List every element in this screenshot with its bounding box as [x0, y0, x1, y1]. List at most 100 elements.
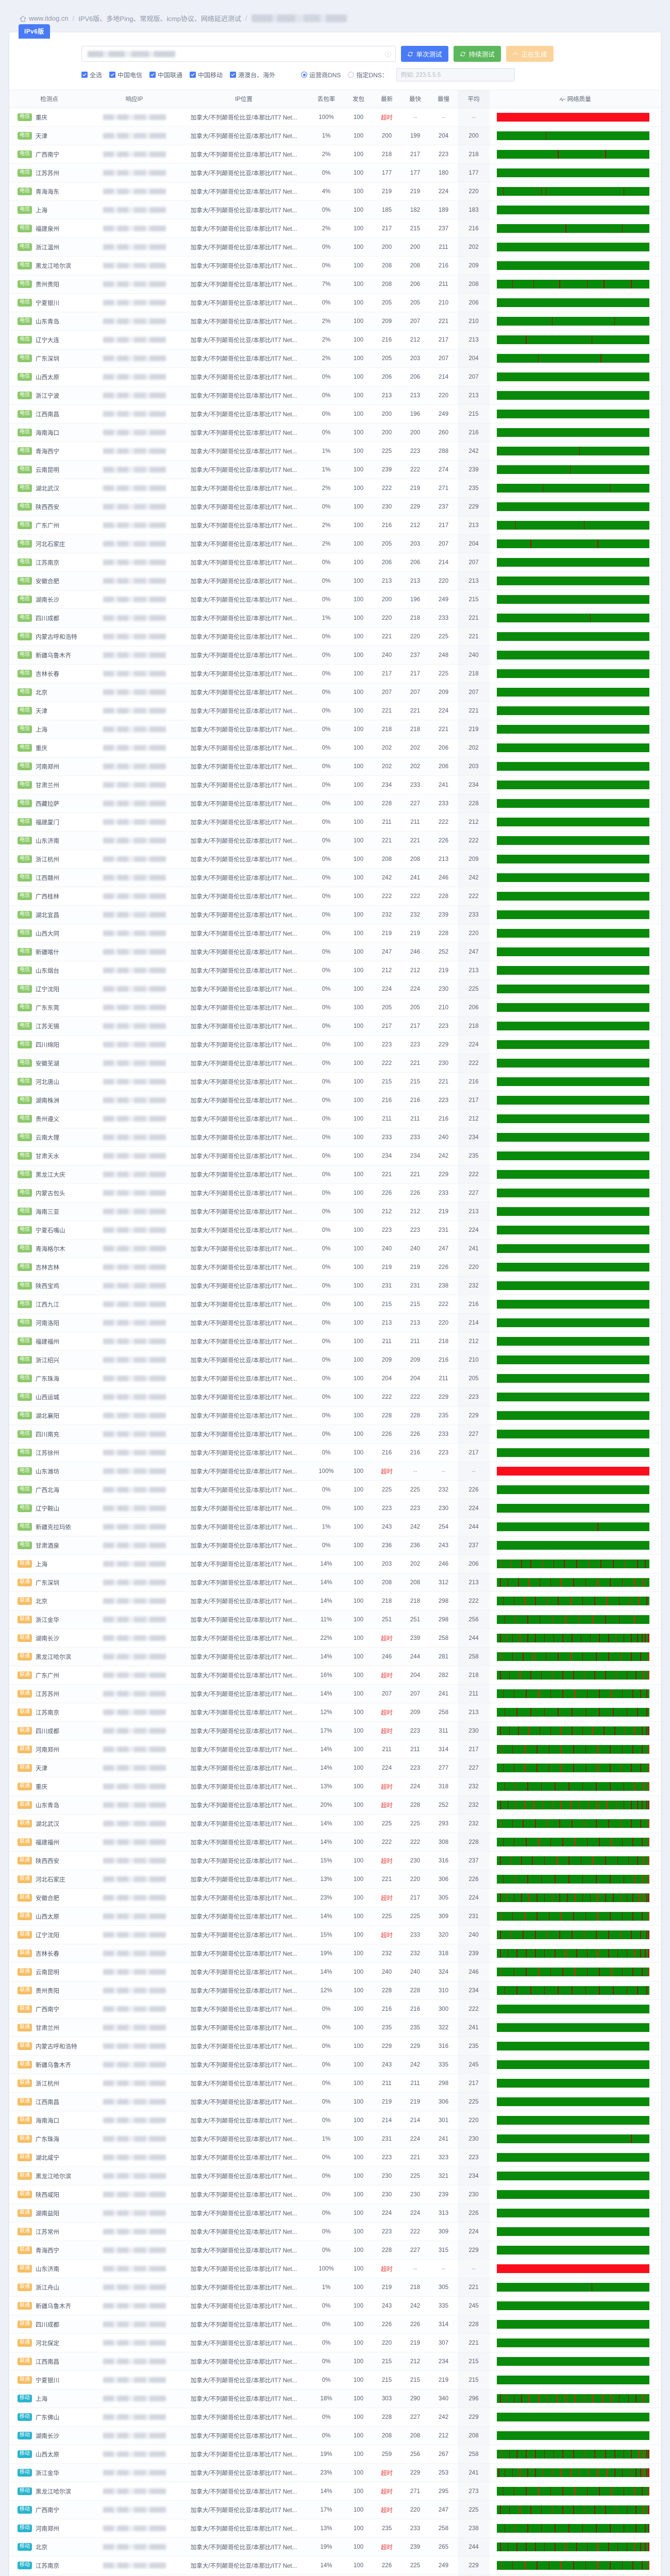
- table-row[interactable]: 电信 新疆喀什 加拿大/不列颠哥伦比亚/本那比/IT7 Net... 0% 100 247…: [9, 942, 661, 961]
- table-row[interactable]: 电信 甘肃酒泉 加拿大/不列颠哥伦比亚/本那比/IT7 Net... 0% 100 236…: [9, 1536, 661, 1555]
- table-row[interactable]: 电信 江苏徐州 加拿大/不列颠哥伦比亚/本那比/IT7 Net... 0% 100 216…: [9, 1443, 661, 1462]
- table-row[interactable]: 电信 吉林长春 加拿大/不列颠哥伦比亚/本那比/IT7 Net... 0% 100 217…: [9, 664, 661, 683]
- col-network-quality[interactable]: 网络质量: [490, 90, 661, 108]
- table-row[interactable]: 电信 山东烟台 加拿大/不列颠哥伦比亚/本那比/IT7 Net... 0% 100 212…: [9, 961, 661, 980]
- search-input[interactable]: [81, 46, 396, 62]
- table-row[interactable]: 移动 山西太原 加拿大/不列颠哥伦比亚/本那比/IT7 Net... 19% 100 25…: [9, 2445, 661, 2464]
- table-row[interactable]: 电信 云南大理 加拿大/不列颠哥伦比亚/本那比/IT7 Net... 0% 100 233…: [9, 1128, 661, 1147]
- table-row[interactable]: 联通 山东青岛 加拿大/不列颠哥伦比亚/本那比/IT7 Net... 20% 100 超时…: [9, 1795, 661, 1815]
- table-row[interactable]: 电信 江西九江 加拿大/不列颠哥伦比亚/本那比/IT7 Net... 0% 100 215…: [9, 1295, 661, 1314]
- table-row[interactable]: 电信 广东广州 加拿大/不列颠哥伦比亚/本那比/IT7 Net... 2% 100 216…: [9, 516, 661, 535]
- table-row[interactable]: 联通 内蒙古呼和浩特 加拿大/不列颠哥伦比亚/本那比/IT7 Net... 0% 100…: [9, 2037, 661, 2056]
- table-row[interactable]: 联通 广西南宁 加拿大/不列颠哥伦比亚/本那比/IT7 Net... 0% 100 216…: [9, 1999, 661, 2019]
- col-slowest[interactable]: 最慢: [429, 90, 458, 108]
- table-row[interactable]: 联通 福建福州 加拿大/不列颠哥伦比亚/本那比/IT7 Net... 14% 100 22…: [9, 1833, 661, 1852]
- table-row[interactable]: 联通 辽宁沈阳 加拿大/不列颠哥伦比亚/本那比/IT7 Net... 15% 100 超时…: [9, 1925, 661, 1944]
- table-row[interactable]: 移动 黑龙江哈尔滨 加拿大/不列颠哥伦比亚/本那比/IT7 Net... 14% 100…: [9, 2482, 661, 2501]
- table-row[interactable]: 联通 上海 加拿大/不列颠哥伦比亚/本那比/IT7 Net... 14% 100 203 2…: [9, 1554, 661, 1573]
- clear-icon[interactable]: [384, 50, 391, 57]
- table-row[interactable]: 电信 河南郑州 加拿大/不列颠哥伦比亚/本那比/IT7 Net... 0% 100 202…: [9, 757, 661, 776]
- table-row[interactable]: 电信 吉林吉林 加拿大/不列颠哥伦比亚/本那比/IT7 Net... 0% 100 219…: [9, 1258, 661, 1277]
- table-row[interactable]: 电信 河南洛阳 加拿大/不列颠哥伦比亚/本那比/IT7 Net... 0% 100 213…: [9, 1313, 661, 1332]
- col-fastest[interactable]: 最快: [401, 90, 429, 108]
- table-row[interactable]: 联通 江西南昌 加拿大/不列颠哥伦比亚/本那比/IT7 Net... 0% 100 219…: [9, 2092, 661, 2111]
- radio-custom-dns[interactable]: 指定DNS：: [348, 71, 388, 79]
- col-loss-rate[interactable]: 丢包率: [308, 90, 344, 108]
- table-row[interactable]: 电信 福建福州 加拿大/不列颠哥伦比亚/本那比/IT7 Net... 0% 100 211…: [9, 1332, 661, 1351]
- table-row[interactable]: 移动 上海 加拿大/不列颠哥伦比亚/本那比/IT7 Net... 18% 100 303 2…: [9, 2389, 661, 2408]
- table-row[interactable]: 电信 广西北海 加拿大/不列颠哥伦比亚/本那比/IT7 Net... 0% 100 225…: [9, 1480, 661, 1499]
- table-row[interactable]: 电信 北京 加拿大/不列颠哥伦比亚/本那比/IT7 Net... 0% 100 207 20…: [9, 683, 661, 702]
- table-row[interactable]: 电信 河北唐山 加拿大/不列颠哥伦比亚/本那比/IT7 Net... 0% 100 215…: [9, 1072, 661, 1091]
- table-row[interactable]: 联通 四川成都 加拿大/不列颠哥伦比亚/本那比/IT7 Net... 17% 100 超时…: [9, 1721, 661, 1740]
- table-row[interactable]: 电信 贵州遵义 加拿大/不列颠哥伦比亚/本那比/IT7 Net... 0% 100 211…: [9, 1109, 661, 1128]
- table-row[interactable]: 电信 宁夏石嘴山 加拿大/不列颠哥伦比亚/本那比/IT7 Net... 0% 100 22…: [9, 1221, 661, 1240]
- table-row[interactable]: 电信 山东青岛 加拿大/不列颠哥伦比亚/本那比/IT7 Net... 2% 100 209…: [9, 312, 661, 331]
- table-row[interactable]: 电信 上海 加拿大/不列颠哥伦比亚/本那比/IT7 Net... 0% 100 218 21…: [9, 720, 661, 739]
- table-row[interactable]: 联通 青海西宁 加拿大/不列颠哥伦比亚/本那比/IT7 Net... 0% 100 228…: [9, 2241, 661, 2260]
- table-row[interactable]: 联通 河北石家庄 加拿大/不列颠哥伦比亚/本那比/IT7 Net... 13% 100 2…: [9, 1870, 661, 1889]
- table-row[interactable]: 电信 贵州贵阳 加拿大/不列颠哥伦比亚/本那比/IT7 Net... 7% 100 208…: [9, 275, 661, 294]
- table-row[interactable]: 电信 新疆克拉玛依 加拿大/不列颠哥伦比亚/本那比/IT7 Net... 1% 100 2…: [9, 1517, 661, 1536]
- checkbox-telecom[interactable]: 中国电信: [109, 71, 142, 79]
- table-row[interactable]: 移动 湖南长沙 加拿大/不列颠哥伦比亚/本那比/IT7 Net... 0% 100 208…: [9, 2426, 661, 2445]
- table-row[interactable]: 联通 天津 加拿大/不列颠哥伦比亚/本那比/IT7 Net... 14% 100 224 2…: [9, 1758, 661, 1777]
- table-row[interactable]: 电信 江苏无锡 加拿大/不列颠哥伦比亚/本那比/IT7 Net... 0% 100 217…: [9, 1016, 661, 1036]
- col-node[interactable]: 检测点: [9, 90, 89, 108]
- table-row[interactable]: 电信 四川南充 加拿大/不列颠哥伦比亚/本那比/IT7 Net... 0% 100 226…: [9, 1425, 661, 1444]
- table-row[interactable]: 电信 广东深圳 加拿大/不列颠哥伦比亚/本那比/IT7 Net... 2% 100 205…: [9, 349, 661, 368]
- table-row[interactable]: 联通 重庆 加拿大/不列颠哥伦比亚/本那比/IT7 Net... 13% 100 超时 22…: [9, 1777, 661, 1796]
- table-row[interactable]: 电信 宁夏银川 加拿大/不列颠哥伦比亚/本那比/IT7 Net... 0% 100 205…: [9, 293, 661, 312]
- table-row[interactable]: 联通 陕西西安 加拿大/不列颠哥伦比亚/本那比/IT7 Net... 15% 100 超时…: [9, 1851, 661, 1870]
- col-ip-location[interactable]: IP位置: [179, 90, 308, 108]
- table-row[interactable]: 电信 新疆乌鲁木齐 加拿大/不列颠哥伦比亚/本那比/IT7 Net... 0% 100 2…: [9, 646, 661, 665]
- table-row[interactable]: 电信 海南三亚 加拿大/不列颠哥伦比亚/本那比/IT7 Net... 0% 100 212…: [9, 1202, 661, 1221]
- table-row[interactable]: 联通 广东珠海 加拿大/不列颠哥伦比亚/本那比/IT7 Net... 1% 100 231…: [9, 2129, 661, 2148]
- table-row[interactable]: 联通 北京 加拿大/不列颠哥伦比亚/本那比/IT7 Net... 14% 100 218 2…: [9, 1591, 661, 1611]
- table-row[interactable]: 电信 湖南株洲 加拿大/不列颠哥伦比亚/本那比/IT7 Net... 0% 100 216…: [9, 1091, 661, 1110]
- table-row[interactable]: 电信 重庆 加拿大/不列颠哥伦比亚/本那比/IT7 Net... 100% 100 超时 -…: [9, 108, 661, 127]
- table-row[interactable]: 电信 甘肃兰州 加拿大/不列颠哥伦比亚/本那比/IT7 Net... 0% 100 234…: [9, 775, 661, 794]
- dns-input[interactable]: 例如: 223.5.5.5: [396, 68, 515, 81]
- table-row[interactable]: 电信 四川成都 加拿大/不列颠哥伦比亚/本那比/IT7 Net... 1% 100 220…: [9, 608, 661, 628]
- table-row[interactable]: 电信 上海 加拿大/不列颠哥伦比亚/本那比/IT7 Net... 0% 100 185 18…: [9, 200, 661, 219]
- table-row[interactable]: 联通 贵州贵阳 加拿大/不列颠哥伦比亚/本那比/IT7 Net... 12% 100 22…: [9, 1981, 661, 2000]
- table-row[interactable]: 电信 黑龙江哈尔滨 加拿大/不列颠哥伦比亚/本那比/IT7 Net... 0% 100 2…: [9, 256, 661, 275]
- table-row[interactable]: 电信 甘肃天水 加拿大/不列颠哥伦比亚/本那比/IT7 Net... 0% 100 234…: [9, 1146, 661, 1165]
- table-row[interactable]: 电信 青海海东 加拿大/不列颠哥伦比亚/本那比/IT7 Net... 4% 100 219…: [9, 182, 661, 201]
- col-response-ip[interactable]: 响应IP: [89, 90, 179, 108]
- table-row[interactable]: 电信 内蒙古呼和浩特 加拿大/不列颠哥伦比亚/本那比/IT7 Net... 0% 100…: [9, 627, 661, 646]
- table-row[interactable]: 电信 四川绵阳 加拿大/不列颠哥伦比亚/本那比/IT7 Net... 0% 100 223…: [9, 1035, 661, 1054]
- table-row[interactable]: 移动 江苏南京 加拿大/不列颠哥伦比亚/本那比/IT7 Net... 14% 100 22…: [9, 2556, 661, 2575]
- table-row[interactable]: 电信 陕西西安 加拿大/不列颠哥伦比亚/本那比/IT7 Net... 0% 100 230…: [9, 497, 661, 516]
- table-row[interactable]: 联通 浙江杭州 加拿大/不列颠哥伦比亚/本那比/IT7 Net... 0% 100 211…: [9, 2074, 661, 2093]
- table-row[interactable]: 联通 四川成都 加拿大/不列颠哥伦比亚/本那比/IT7 Net... 0% 100 226…: [9, 2315, 661, 2334]
- table-row[interactable]: 电信 广东珠海 加拿大/不列颠哥伦比亚/本那比/IT7 Net... 0% 100 204…: [9, 1369, 661, 1388]
- checkbox-select-all[interactable]: 全选: [81, 71, 102, 79]
- table-row[interactable]: 电信 山西太原 加拿大/不列颠哥伦比亚/本那比/IT7 Net... 0% 100 206…: [9, 367, 661, 386]
- table-row[interactable]: 联通 陕西咸阳 加拿大/不列颠哥伦比亚/本那比/IT7 Net... 0% 100 230…: [9, 2185, 661, 2204]
- table-row[interactable]: 移动 浙江金华 加拿大/不列颠哥伦比亚/本那比/IT7 Net... 23% 100 超时…: [9, 2463, 661, 2482]
- table-row[interactable]: 联通 吉林长春 加拿大/不列颠哥伦比亚/本那比/IT7 Net... 19% 100 23…: [9, 1944, 661, 1963]
- table-row[interactable]: 电信 湖北宜昌 加拿大/不列颠哥伦比亚/本那比/IT7 Net... 0% 100 232…: [9, 905, 661, 924]
- continuous-test-button[interactable]: 持续测试: [454, 46, 501, 62]
- table-row[interactable]: 联通 湖南长沙 加拿大/不列颠哥伦比亚/本那比/IT7 Net... 22% 100 超时…: [9, 1629, 661, 1648]
- table-row[interactable]: 电信 青海西宁 加拿大/不列颠哥伦比亚/本那比/IT7 Net... 1% 100 225…: [9, 442, 661, 461]
- table-row[interactable]: 电信 江西南昌 加拿大/不列颠哥伦比亚/本那比/IT7 Net... 0% 100 200…: [9, 404, 661, 423]
- table-row[interactable]: 联通 黑龙江哈尔滨 加拿大/不列颠哥伦比亚/本那比/IT7 Net... 14% 100…: [9, 1647, 661, 1666]
- single-test-button[interactable]: 单次测试: [401, 46, 448, 62]
- checkbox-mobile[interactable]: 中国移动: [190, 71, 223, 79]
- table-row[interactable]: 电信 山东潍坊 加拿大/不列颠哥伦比亚/本那比/IT7 Net... 100% 100 超…: [9, 1462, 661, 1481]
- table-row[interactable]: 联通 云南昆明 加拿大/不列颠哥伦比亚/本那比/IT7 Net... 14% 100 24…: [9, 1962, 661, 1981]
- table-row[interactable]: 电信 湖北武汉 加拿大/不列颠哥伦比亚/本那比/IT7 Net... 2% 100 222…: [9, 479, 661, 498]
- table-row[interactable]: 电信 天津 加拿大/不列颠哥伦比亚/本那比/IT7 Net... 1% 100 200 19…: [9, 126, 661, 145]
- table-row[interactable]: 联通 广东深圳 加拿大/不列颠哥伦比亚/本那比/IT7 Net... 14% 100 20…: [9, 1573, 661, 1592]
- table-row[interactable]: 电信 湖南长沙 加拿大/不列颠哥伦比亚/本那比/IT7 Net... 0% 100 200…: [9, 590, 661, 609]
- table-row[interactable]: 联通 江苏南京 加拿大/不列颠哥伦比亚/本那比/IT7 Net... 12% 100 超时…: [9, 1703, 661, 1722]
- table-row[interactable]: 联通 新疆乌鲁木齐 加拿大/不列颠哥伦比亚/本那比/IT7 Net... 0% 100 2…: [9, 2296, 661, 2315]
- table-row[interactable]: 电信 山西大同 加拿大/不列颠哥伦比亚/本那比/IT7 Net... 0% 100 219…: [9, 924, 661, 943]
- table-row[interactable]: 移动 广东佛山 加拿大/不列颠哥伦比亚/本那比/IT7 Net... 0% 100 228…: [9, 2408, 661, 2427]
- table-row[interactable]: 联通 湖北咸宁 加拿大/不列颠哥伦比亚/本那比/IT7 Net... 0% 100 223…: [9, 2148, 661, 2167]
- checkbox-overseas[interactable]: 港澳台、海外: [230, 71, 275, 79]
- table-row[interactable]: 联通 山东济南 加拿大/不列颠哥伦比亚/本那比/IT7 Net... 100% 100 超…: [9, 2259, 661, 2278]
